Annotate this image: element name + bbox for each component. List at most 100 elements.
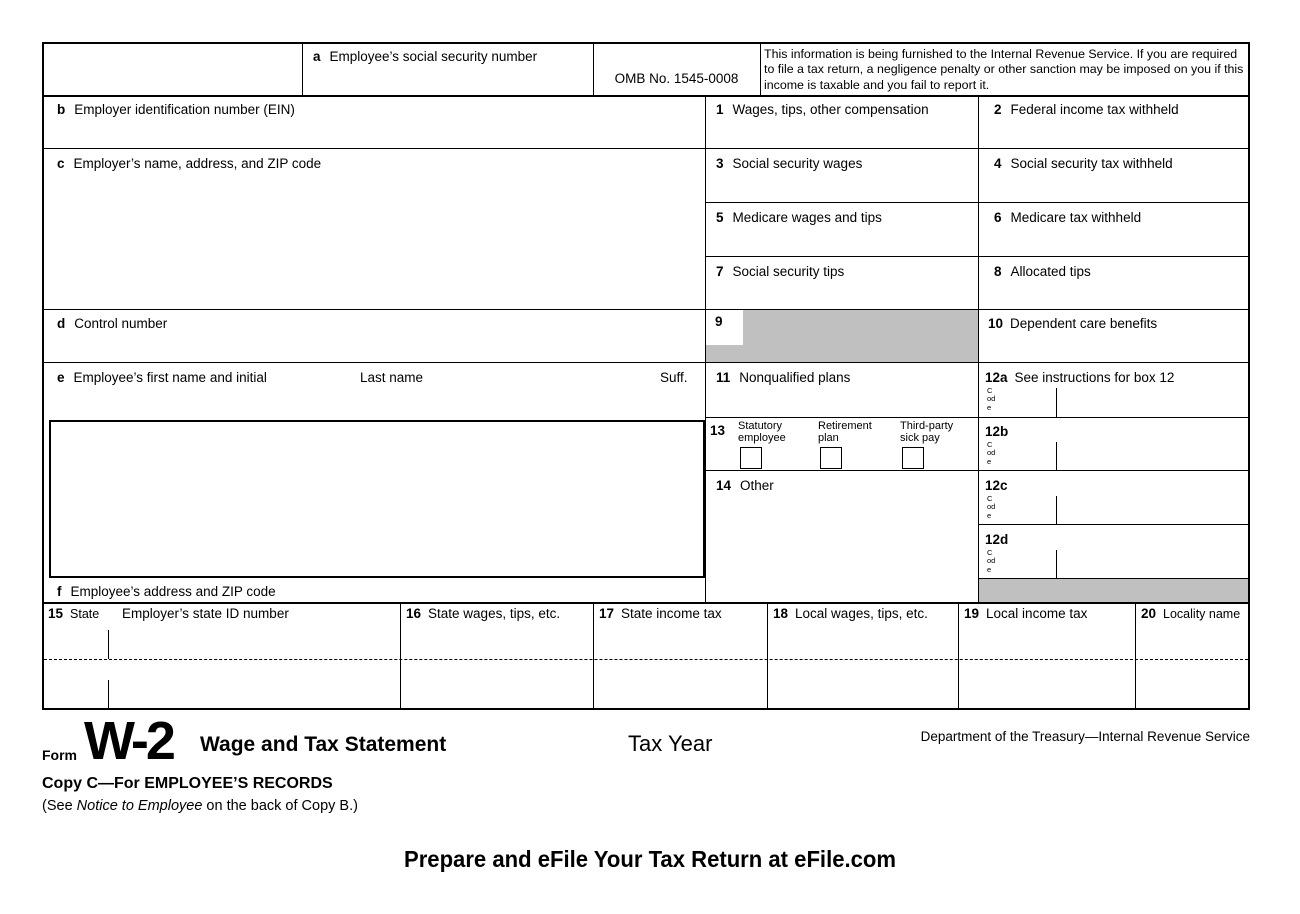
box-f-label: f Employee’s address and ZIP code (57, 584, 276, 600)
box-c-text: Employer’s name, address, and ZIP code (73, 156, 322, 171)
box-5-num: 5 (716, 210, 724, 225)
divider (44, 362, 1248, 363)
box-12b-code-divider (1056, 442, 1057, 470)
third-party-sick-pay-checkbox[interactable] (902, 447, 924, 469)
statutory-employee-checkbox[interactable] (740, 447, 762, 469)
box-a-text: Employee’s social security number (329, 49, 538, 64)
form-number-logo: W-2 (84, 711, 176, 771)
box-17-label: 17 State income tax (599, 606, 722, 622)
box-2-num: 2 (994, 102, 1002, 117)
state-row-dashed-divider (44, 659, 1248, 660)
divider (760, 44, 761, 95)
below-12d-shaded-bar (978, 578, 1248, 602)
box-12c-code-label: Code (987, 494, 996, 520)
box-13-label: 13 (710, 423, 734, 439)
box-d-text: Control number (74, 316, 168, 331)
box-3-label: 3 Social security wages (716, 156, 862, 172)
box-b-label: b Employer identification number (EIN) (57, 102, 295, 118)
box-d-label: d Control number (57, 316, 167, 332)
box-6-label: 6 Medicare tax withheld (994, 210, 1141, 226)
box-4-label: 4 Social security tax withheld (994, 156, 1173, 172)
box-2-label: 2 Federal income tax withheld (994, 102, 1179, 118)
box-f-text: Employee’s address and ZIP code (70, 584, 276, 599)
statutory-employee-group: Statutory employee (738, 420, 816, 469)
box-9-label-patch: 9 (705, 309, 743, 345)
divider (705, 95, 706, 602)
box-12d-code-divider (1056, 550, 1057, 578)
box-10-label: 10 Dependent care benefits (988, 316, 1157, 332)
box-c-letter: c (57, 156, 65, 171)
see-notice-suffix: on the back of Copy B.) (202, 798, 358, 814)
divider (978, 578, 1248, 579)
box-12b-code-label: Code (987, 440, 996, 466)
box-20-text: Locality name (1163, 607, 1241, 621)
box-e-text: Employee’s first name and initial (73, 370, 267, 385)
box-19-num: 19 (964, 606, 980, 621)
box-5-label: 5 Medicare wages and tips (716, 210, 882, 226)
box-1-text: Wages, tips, other compensation (732, 102, 929, 117)
box-1-label: 1 Wages, tips, other compensation (716, 102, 929, 118)
see-notice-prefix: (See (42, 798, 77, 814)
box-1-num: 1 (716, 102, 724, 117)
box-d-letter: d (57, 316, 66, 331)
box-11-num: 11 (716, 370, 731, 385)
irs-disclaimer: This information is being furnished to t… (764, 47, 1244, 92)
box-4-num: 4 (994, 156, 1002, 171)
retirement-plan-checkbox[interactable] (820, 447, 842, 469)
box-4-text: Social security tax withheld (1010, 156, 1173, 171)
efile-banner: Prepare and eFile Your Tax Return at eFi… (403, 846, 897, 872)
employee-name-address-box[interactable] (49, 420, 705, 578)
box-11-text: Nonqualified plans (739, 370, 851, 385)
form-word: Form (42, 747, 77, 763)
box-12a-num: 12a (985, 370, 1008, 385)
divider (44, 602, 1248, 604)
box-15-id-label: Employer’s state ID number (122, 606, 289, 621)
box-14-num: 14 (716, 478, 732, 493)
box-12a-code-divider (1056, 388, 1057, 417)
box-7-label: 7 Social security tips (716, 264, 844, 280)
statutory-employee-label: Statutory employee (738, 420, 786, 444)
divider (705, 470, 1248, 471)
divider (705, 417, 1248, 418)
form-title: Wage and Tax Statement (200, 733, 447, 756)
box-18-label: 18 Local wages, tips, etc. (773, 606, 928, 622)
box-14-text: Other (740, 478, 774, 493)
see-notice-line: (See Notice to Employee on the back of C… (42, 798, 358, 814)
box-9-number: 9 (715, 314, 732, 330)
box-20-label: 20 Locality name (1141, 606, 1240, 622)
box-15-label: 15 State (48, 606, 99, 622)
box-15-state-divider (108, 630, 109, 659)
box-18-num: 18 (773, 606, 789, 621)
box-15-state-divider (108, 680, 109, 708)
box-12c-label: 12c (985, 478, 1015, 494)
box-7-text: Social security tips (732, 264, 845, 279)
box-5-text: Medicare wages and tips (732, 210, 882, 225)
box-e-label: e Employee’s first name and initial (57, 370, 267, 386)
box-b-text: Employer identification number (EIN) (74, 102, 295, 117)
divider (705, 202, 1248, 203)
divider (593, 602, 594, 708)
box-e-lastname-label: Last name (360, 370, 424, 385)
divider (767, 602, 768, 708)
box-12a-text: See instructions for box 12 (1014, 370, 1175, 385)
box-15-state-text: State (70, 607, 100, 621)
w2-form: 9 a Employe (42, 42, 1250, 710)
divider (593, 44, 594, 95)
box-8-label: 8 Allocated tips (994, 264, 1091, 280)
box-19-text: Local income tax (986, 606, 1088, 621)
department-line: Department of the Treasury—Internal Reve… (920, 729, 1250, 744)
box-13-num: 13 (710, 423, 726, 438)
box-12a-label: 12a See instructions for box 12 (985, 370, 1174, 386)
box-8-num: 8 (994, 264, 1002, 279)
omb-number: OMB No. 1545-0008 (614, 71, 739, 86)
box-9-num-text: 9 (715, 314, 723, 329)
box-18-text: Local wages, tips, etc. (795, 606, 928, 621)
box-e-letter: e (57, 370, 65, 385)
box-f-letter: f (57, 584, 62, 599)
divider (1135, 602, 1136, 708)
box-10-text: Dependent care benefits (1010, 316, 1158, 331)
box-16-text: State wages, tips, etc. (428, 606, 561, 621)
divider (978, 95, 979, 602)
third-party-sick-pay-label: Third-party sick pay (900, 420, 954, 444)
